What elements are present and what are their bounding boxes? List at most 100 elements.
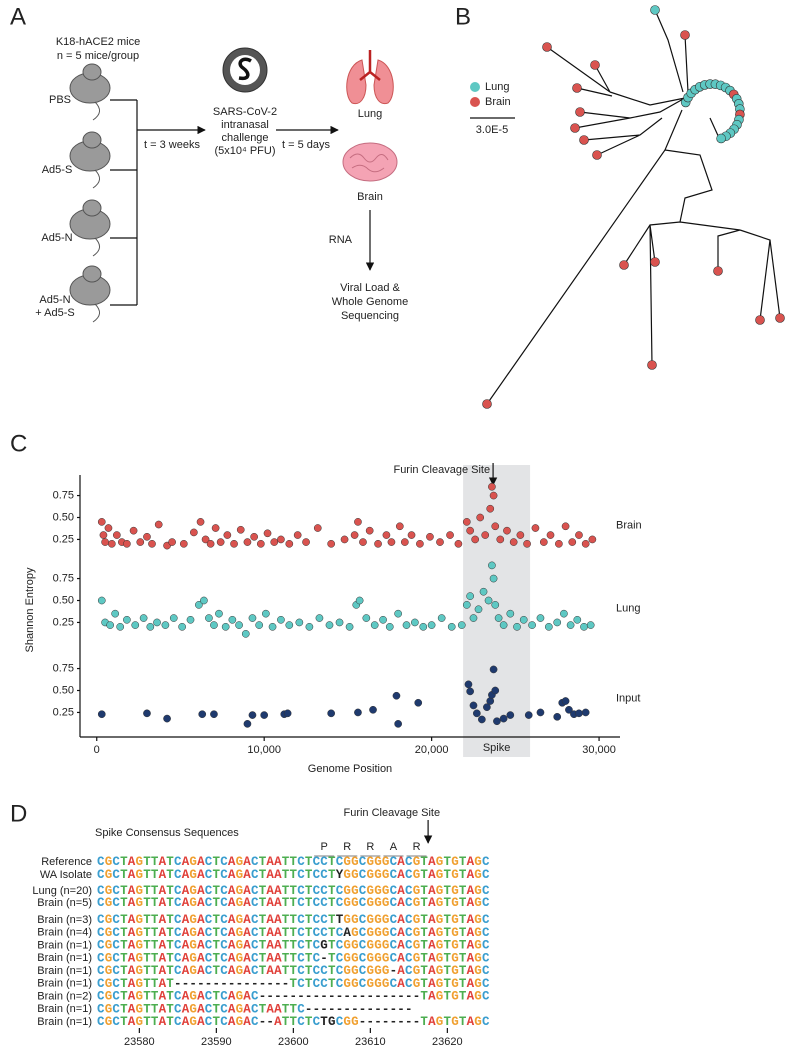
point [411, 618, 419, 627]
base: C [297, 1015, 305, 1029]
point [123, 539, 131, 548]
base: G [105, 1015, 113, 1029]
base: T [290, 952, 298, 966]
point [454, 539, 463, 548]
base: G [374, 855, 382, 869]
base: - [236, 977, 244, 991]
base: C [297, 939, 305, 953]
tree-nodes [482, 5, 785, 409]
base: C [482, 896, 490, 910]
base: T [166, 855, 174, 869]
point [509, 538, 518, 546]
base: T [120, 913, 128, 927]
base: A [182, 884, 190, 898]
base: T [120, 926, 128, 940]
base: A [397, 855, 405, 869]
base: - [405, 1003, 413, 1017]
point [243, 720, 252, 728]
point [178, 622, 186, 631]
base: T [328, 913, 336, 927]
point [228, 615, 237, 624]
base: G [474, 884, 482, 898]
base: C [405, 952, 413, 966]
base: T [259, 939, 267, 953]
point [370, 621, 379, 629]
mouse-tail [92, 237, 100, 257]
base: - [390, 964, 398, 978]
base: T [420, 952, 428, 966]
base: C [97, 939, 105, 953]
point [476, 513, 485, 522]
base: - [359, 1003, 367, 1017]
x-tick-label: 23610 [355, 1036, 386, 1048]
base: T [282, 855, 290, 869]
base: G [367, 952, 375, 966]
base: C [405, 926, 413, 940]
base: G [136, 1015, 144, 1029]
base: G [351, 884, 359, 898]
base: - [290, 990, 298, 1004]
base: T [282, 1015, 290, 1029]
base: C [174, 1003, 182, 1017]
base: A [243, 964, 251, 978]
base: A [243, 990, 251, 1004]
base: - [405, 990, 413, 1004]
y-tick-label: 0.25 [53, 616, 74, 628]
base: A [467, 913, 475, 927]
base: C [97, 952, 105, 966]
base: T [166, 896, 174, 910]
base: G [367, 926, 375, 940]
step: t = 5 days [282, 139, 331, 151]
base: G [189, 868, 197, 882]
base: C [320, 977, 328, 991]
base: C [174, 990, 182, 1004]
base: - [182, 977, 190, 991]
base: C [297, 952, 305, 966]
point [506, 711, 515, 719]
base: G [413, 939, 421, 953]
base: A [428, 939, 436, 953]
sequence: CGCTAGTTATCAGACTCAGACTAATTCTC-TCGGCGGGCA… [97, 952, 490, 966]
row-label: Reference [41, 856, 92, 868]
point [223, 531, 232, 539]
base: A [274, 868, 282, 882]
base: - [228, 977, 236, 991]
base: - [390, 990, 398, 1004]
point [107, 539, 116, 548]
base: G [436, 990, 444, 1004]
base: C [97, 913, 105, 927]
base: G [189, 1003, 197, 1017]
base: C [220, 952, 228, 966]
base: T [120, 977, 128, 991]
base: G [105, 977, 113, 991]
base: T [143, 913, 151, 927]
base: T [282, 952, 290, 966]
base: T [120, 884, 128, 898]
point [494, 614, 503, 622]
sequence: CGCTAGTTATCAGACTCAGACTAATTCTCGTCGGCGGGCA… [97, 939, 490, 953]
challenge: challenge [221, 132, 268, 144]
base: A [243, 1015, 251, 1029]
base: C [482, 913, 490, 927]
point [536, 614, 545, 622]
point [561, 522, 570, 531]
base: G [105, 926, 113, 940]
base: G [374, 868, 382, 882]
amino-acid: R [366, 841, 374, 853]
point [97, 518, 106, 526]
point [285, 539, 294, 548]
base: A [274, 952, 282, 966]
base: T [143, 964, 151, 978]
base: T [259, 913, 267, 927]
point [215, 609, 223, 618]
base: C [220, 1003, 228, 1017]
base: T [259, 896, 267, 910]
base: A [428, 855, 436, 869]
base: G [236, 1015, 244, 1029]
base: A [159, 896, 167, 910]
base: C [359, 884, 367, 898]
base: G [367, 913, 375, 927]
base: A [197, 913, 205, 927]
point [201, 535, 210, 544]
base: A [128, 939, 136, 953]
